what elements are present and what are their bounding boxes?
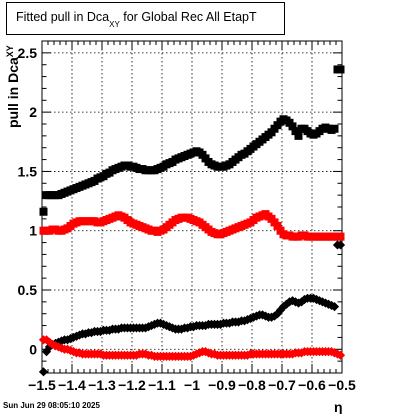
- x-tick-label: −0.9: [208, 377, 236, 393]
- data-point-square: [273, 221, 282, 230]
- data-point-square: [336, 65, 345, 74]
- plot-frame: [41, 40, 343, 374]
- y-tick-label: 2.5: [18, 45, 38, 61]
- x-tick-label: −0.6: [298, 377, 326, 393]
- data-point-circle: [329, 302, 340, 312]
- data-point-circle: [44, 337, 55, 347]
- x-tick-label: −1.4: [58, 377, 86, 393]
- x-tick-label: −0.7: [268, 377, 296, 393]
- title-main: Fitted pull in Dca: [16, 10, 109, 24]
- series-1: [39, 65, 345, 216]
- y-tick-label: 2: [29, 104, 37, 120]
- data-point-square: [330, 124, 339, 133]
- y-tick-label: 0: [29, 341, 37, 357]
- data-point-circle: [41, 347, 52, 357]
- x-tick-label: −0.8: [238, 377, 266, 393]
- data-point-circle: [335, 240, 346, 250]
- x-tick-label: −1.3: [88, 377, 116, 393]
- plot-border: [41, 40, 343, 374]
- x-tick-label: −1.5: [28, 377, 56, 393]
- x-tick-label: −0.5: [328, 377, 356, 393]
- grid: [42, 41, 342, 373]
- title-box: [6, 2, 285, 35]
- series-4: [38, 335, 346, 361]
- y-tick-label: 1: [29, 223, 37, 239]
- y-tick-label: 1.5: [18, 163, 38, 179]
- x-tick-label: −1.2: [118, 377, 146, 393]
- data-point-square: [288, 122, 297, 131]
- y-axis-title-subscript: XY: [5, 45, 15, 57]
- x-tick-label: −1: [184, 377, 200, 393]
- y-axis-title-main: pull in Dca: [5, 57, 21, 128]
- title-rest: for Global Rec All EtapT: [120, 10, 257, 24]
- x-tick-label: −1.1: [148, 377, 176, 393]
- x-axis-title: η: [334, 399, 343, 414]
- series-3: [38, 240, 346, 377]
- y-axis-title: pull in DcaXY: [5, 45, 21, 128]
- data-point-square: [294, 131, 303, 140]
- data-markers: [38, 65, 346, 377]
- data-point-square: [336, 232, 345, 241]
- series-2: [39, 210, 345, 241]
- data-point-square: [291, 127, 300, 136]
- data-point-circle: [41, 335, 52, 345]
- title-subscript: XY: [109, 20, 120, 29]
- x-axis: −1.5 −1.4 −1.3 −1.2 −1.1 −1 −0.9 −0.8 −0.7 −0.6 −0…: [28, 41, 356, 393]
- data-point-circle: [38, 367, 49, 377]
- timestamp: Sun Jun 29 08:05:10 2025: [3, 401, 100, 410]
- data-point-circle: [335, 350, 346, 360]
- y-tick-label: 0.5: [18, 282, 38, 298]
- data-point-square: [39, 207, 48, 216]
- chart-title: Fitted pull in DcaXY for Global Rec All …: [16, 10, 257, 29]
- y-axis: 0 0.5 1 1.5 2 2.5: [18, 40, 342, 374]
